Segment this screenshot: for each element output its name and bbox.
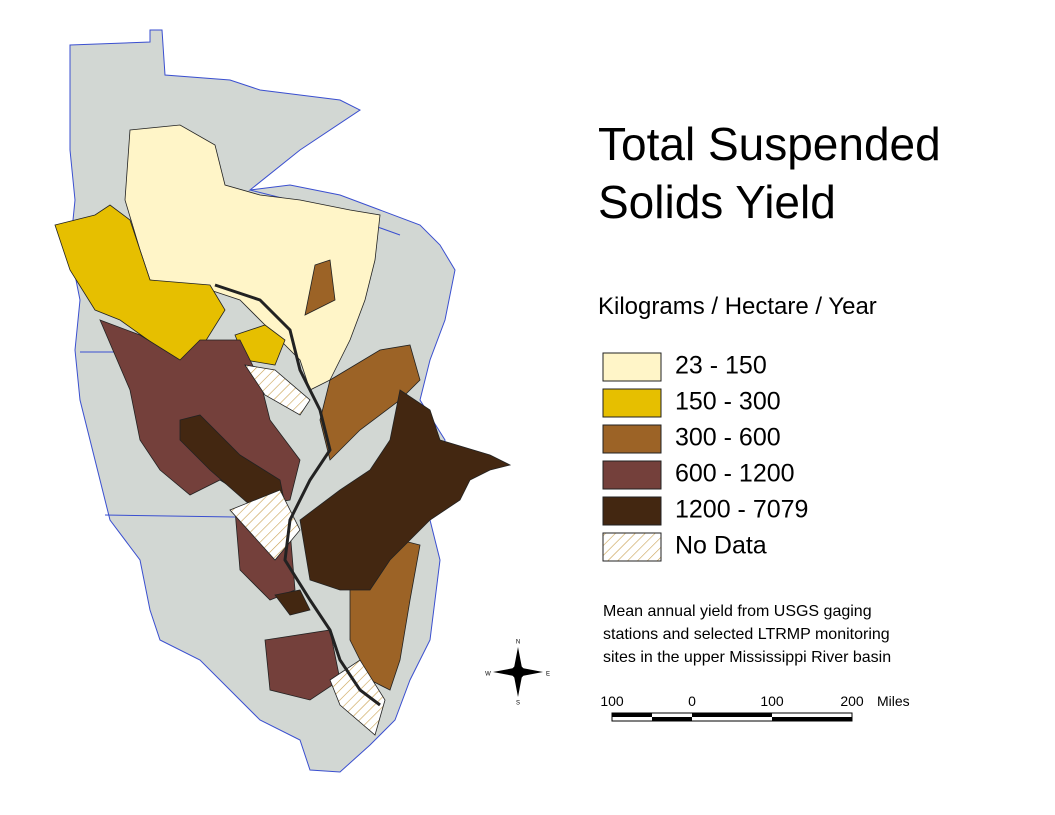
basin xyxy=(54,204,226,366)
compass-e: E xyxy=(546,672,550,678)
legend-swatch xyxy=(602,388,662,418)
compass-s: S xyxy=(516,701,520,707)
legend-swatch xyxy=(602,532,662,562)
title-line: Total Suspended xyxy=(598,118,941,170)
compass-rose xyxy=(493,647,543,697)
compass-w: W xyxy=(485,672,491,678)
legend-label: 150 - 300 xyxy=(675,388,781,416)
scale-segment xyxy=(612,713,652,717)
note-line: stations and selected LTRMP monitoring xyxy=(603,626,890,643)
legend-label: No Data xyxy=(675,532,767,560)
legend-swatch xyxy=(602,352,662,382)
note-line: Mean annual yield from USGS gaging xyxy=(603,603,872,620)
title-line: Solids Yield xyxy=(598,176,836,228)
basin xyxy=(299,389,512,591)
basin xyxy=(229,489,301,561)
basin xyxy=(244,364,311,416)
scale-label: 0 xyxy=(688,693,696,709)
legend-swatch xyxy=(602,424,662,454)
legend-title: Kilograms / Hectare / Year xyxy=(598,293,877,320)
compass-n: N xyxy=(516,640,520,646)
scale-segment xyxy=(652,717,692,721)
scale-bar: 100 0 100 200 Miles xyxy=(600,693,910,722)
scale-label: 100 xyxy=(760,693,784,709)
legend-label: 23 - 150 xyxy=(675,352,767,380)
state-border xyxy=(104,514,236,518)
river xyxy=(214,283,381,707)
scale-label: 100 xyxy=(600,693,624,709)
compass: N S E W xyxy=(485,640,550,707)
legend-label: 1200 - 7079 xyxy=(675,496,808,524)
basin xyxy=(329,659,386,736)
legend-swatch xyxy=(602,496,662,526)
compass-ring xyxy=(511,665,525,679)
note-line: sites in the upper Mississippi River bas… xyxy=(603,649,891,666)
legend-label: 300 - 600 xyxy=(675,424,781,452)
basin xyxy=(264,629,341,701)
scale-segment xyxy=(772,717,852,721)
legend: 23 - 150 150 - 300 300 - 600 600 - 1200 1200… xyxy=(602,352,808,562)
scale-unit: Miles xyxy=(877,693,910,709)
basin xyxy=(274,589,311,616)
scale-label: 200 xyxy=(840,693,864,709)
legend-label: 600 - 1200 xyxy=(675,460,795,488)
legend-swatch xyxy=(602,460,662,490)
map xyxy=(54,29,512,773)
scale-segment xyxy=(692,713,772,717)
basin xyxy=(304,259,336,316)
